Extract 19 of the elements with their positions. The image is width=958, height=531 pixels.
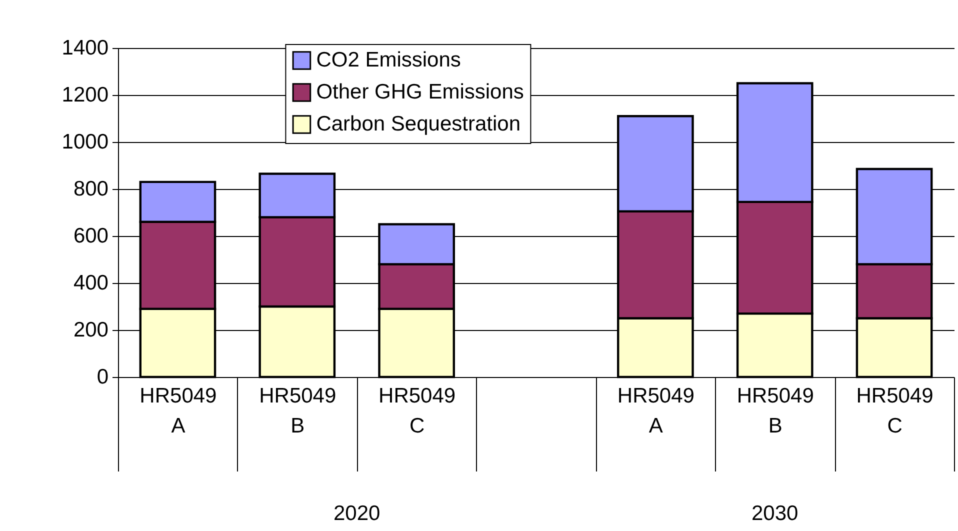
y-tick-label: 800	[73, 178, 108, 200]
legend-label: Other GHG Emissions	[316, 80, 524, 104]
x-tick-label: HR5049 B	[736, 384, 814, 438]
x-tick-label: HR5049 A	[140, 384, 217, 438]
y-tick-label: 400	[73, 272, 108, 294]
y-tick-label: 1400	[62, 36, 108, 60]
x-tick-label: HR5049 A	[617, 384, 694, 438]
y-tick-label: 1000	[62, 130, 108, 154]
y-tick-label: 600	[73, 224, 108, 248]
y-tick-label: 1200	[62, 84, 108, 106]
text: 2030	[752, 502, 798, 525]
legend-label: Carbon Sequestration	[316, 112, 521, 136]
legend-label: CO2 Emissions	[316, 48, 461, 72]
x-tick-label: HR5049 B	[259, 384, 336, 438]
y-tick-label: 200	[73, 318, 108, 342]
text: 2020	[334, 502, 380, 525]
x-tick-label: HR5049 C	[378, 384, 456, 438]
y-tick-label: 0	[96, 366, 108, 388]
x-tick-label: HR5049 C	[856, 384, 934, 438]
